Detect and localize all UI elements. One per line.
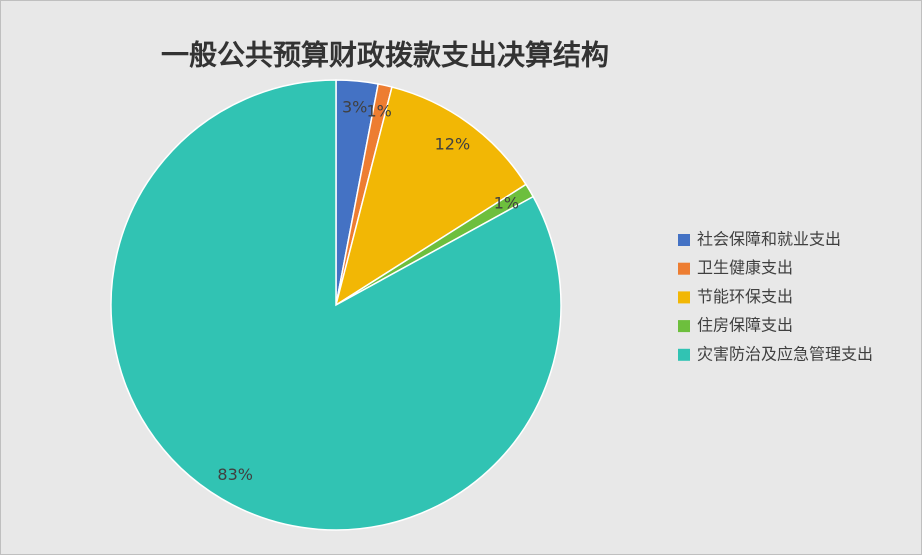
pie-slice <box>334 86 528 307</box>
data-label: 3% <box>342 97 367 116</box>
legend-swatch <box>678 234 690 246</box>
legend-swatch <box>678 262 690 275</box>
data-label: 12% <box>435 134 471 153</box>
data-label: 1% <box>494 194 519 213</box>
legend-swatch <box>678 291 690 304</box>
legend-label: 灾害防治及应急管理支出 <box>697 344 873 363</box>
chart-title: 一般公共预算财政拨款支出决算结构 <box>161 39 609 72</box>
data-label: 1% <box>366 101 391 120</box>
legend-label: 卫生健康支出 <box>697 258 793 277</box>
legend-label: 住房保障支出 <box>697 316 793 335</box>
data-label: 83% <box>217 465 253 484</box>
legend-swatch <box>678 348 690 361</box>
legend-label: 社会保障和就业支出 <box>697 230 841 249</box>
legend-label: 节能环保支出 <box>697 287 793 306</box>
pie-slice <box>110 79 562 531</box>
legend-swatch <box>678 320 690 333</box>
